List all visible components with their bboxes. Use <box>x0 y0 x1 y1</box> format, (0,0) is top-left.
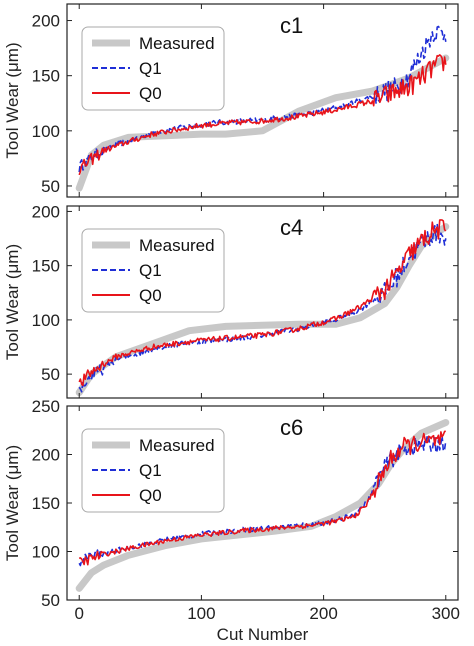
y-tick-label: 200 <box>32 446 60 465</box>
x-tick-label: 100 <box>187 604 215 623</box>
panel-label: c1 <box>280 13 303 38</box>
y-tick-label: 200 <box>32 12 60 31</box>
y-axis-label: Tool Wear (μm) <box>3 42 22 158</box>
y-tick-label: 50 <box>41 177 60 196</box>
panel-label: c4 <box>280 215 303 240</box>
legend: Measured Q1 Q0 <box>81 428 225 513</box>
y-tick-label: 50 <box>41 591 60 610</box>
plot-frame <box>66 3 459 198</box>
series-line-measured <box>75 54 450 192</box>
y-axis-label: Tool Wear (μm) <box>3 244 22 360</box>
chart-panel-c6: 50 100 150 200 250 0 100 200 300 Tool Wear (μm) Cu… <box>3 397 460 644</box>
y-tick-label: 200 <box>32 202 60 221</box>
y-tick-label: 150 <box>32 67 60 86</box>
series-line-q0 <box>78 54 447 176</box>
legend-box <box>81 228 225 313</box>
y-tick-label: 150 <box>32 494 60 513</box>
legend-label-measured: Measured <box>139 34 215 53</box>
y-tick-label: 250 <box>32 397 60 416</box>
y-tick-label: 150 <box>32 257 60 276</box>
legend-label-q0: Q0 <box>139 486 162 505</box>
legend-label-q1: Q1 <box>139 461 162 480</box>
plot-area <box>75 25 450 192</box>
series-line-q0 <box>78 430 446 566</box>
x-tick-label: 200 <box>309 604 337 623</box>
plot-area <box>75 219 450 397</box>
x-axis-label: Cut Number <box>217 625 309 644</box>
legend-label-measured: Measured <box>139 236 215 255</box>
panel-label: c6 <box>280 415 303 440</box>
legend-box <box>81 26 225 111</box>
y-tick-label: 50 <box>41 365 60 384</box>
legend-label-q1: Q1 <box>139 261 162 280</box>
legend-box <box>81 428 225 513</box>
x-tick-label: 300 <box>432 604 460 623</box>
series-line-q0 <box>78 219 447 387</box>
plot-frame <box>66 205 459 399</box>
y-tick-label: 100 <box>32 122 60 141</box>
chart-panel-c1: 50 100 150 200 Tool Wear (μm) c1 Measured Q1 Q0 <box>3 3 459 198</box>
x-tick-label: 0 <box>74 604 83 623</box>
y-tick-label: 100 <box>32 311 60 330</box>
plot-area <box>75 419 450 592</box>
legend: Measured Q1 Q0 <box>81 26 225 111</box>
legend-label-measured: Measured <box>139 436 215 455</box>
series-line-q1 <box>78 223 447 393</box>
y-tick-label: 100 <box>32 543 60 562</box>
legend-label-q1: Q1 <box>139 59 162 78</box>
legend: Measured Q1 Q0 <box>81 228 225 313</box>
chart-panel-c4: 50 100 150 200 Tool Wear (μm) c4 Measured Q1 Q0 <box>3 202 459 399</box>
legend-label-q0: Q0 <box>139 286 162 305</box>
y-axis-label: Tool Wear (μm) <box>3 445 22 561</box>
legend-label-q0: Q0 <box>139 84 162 103</box>
